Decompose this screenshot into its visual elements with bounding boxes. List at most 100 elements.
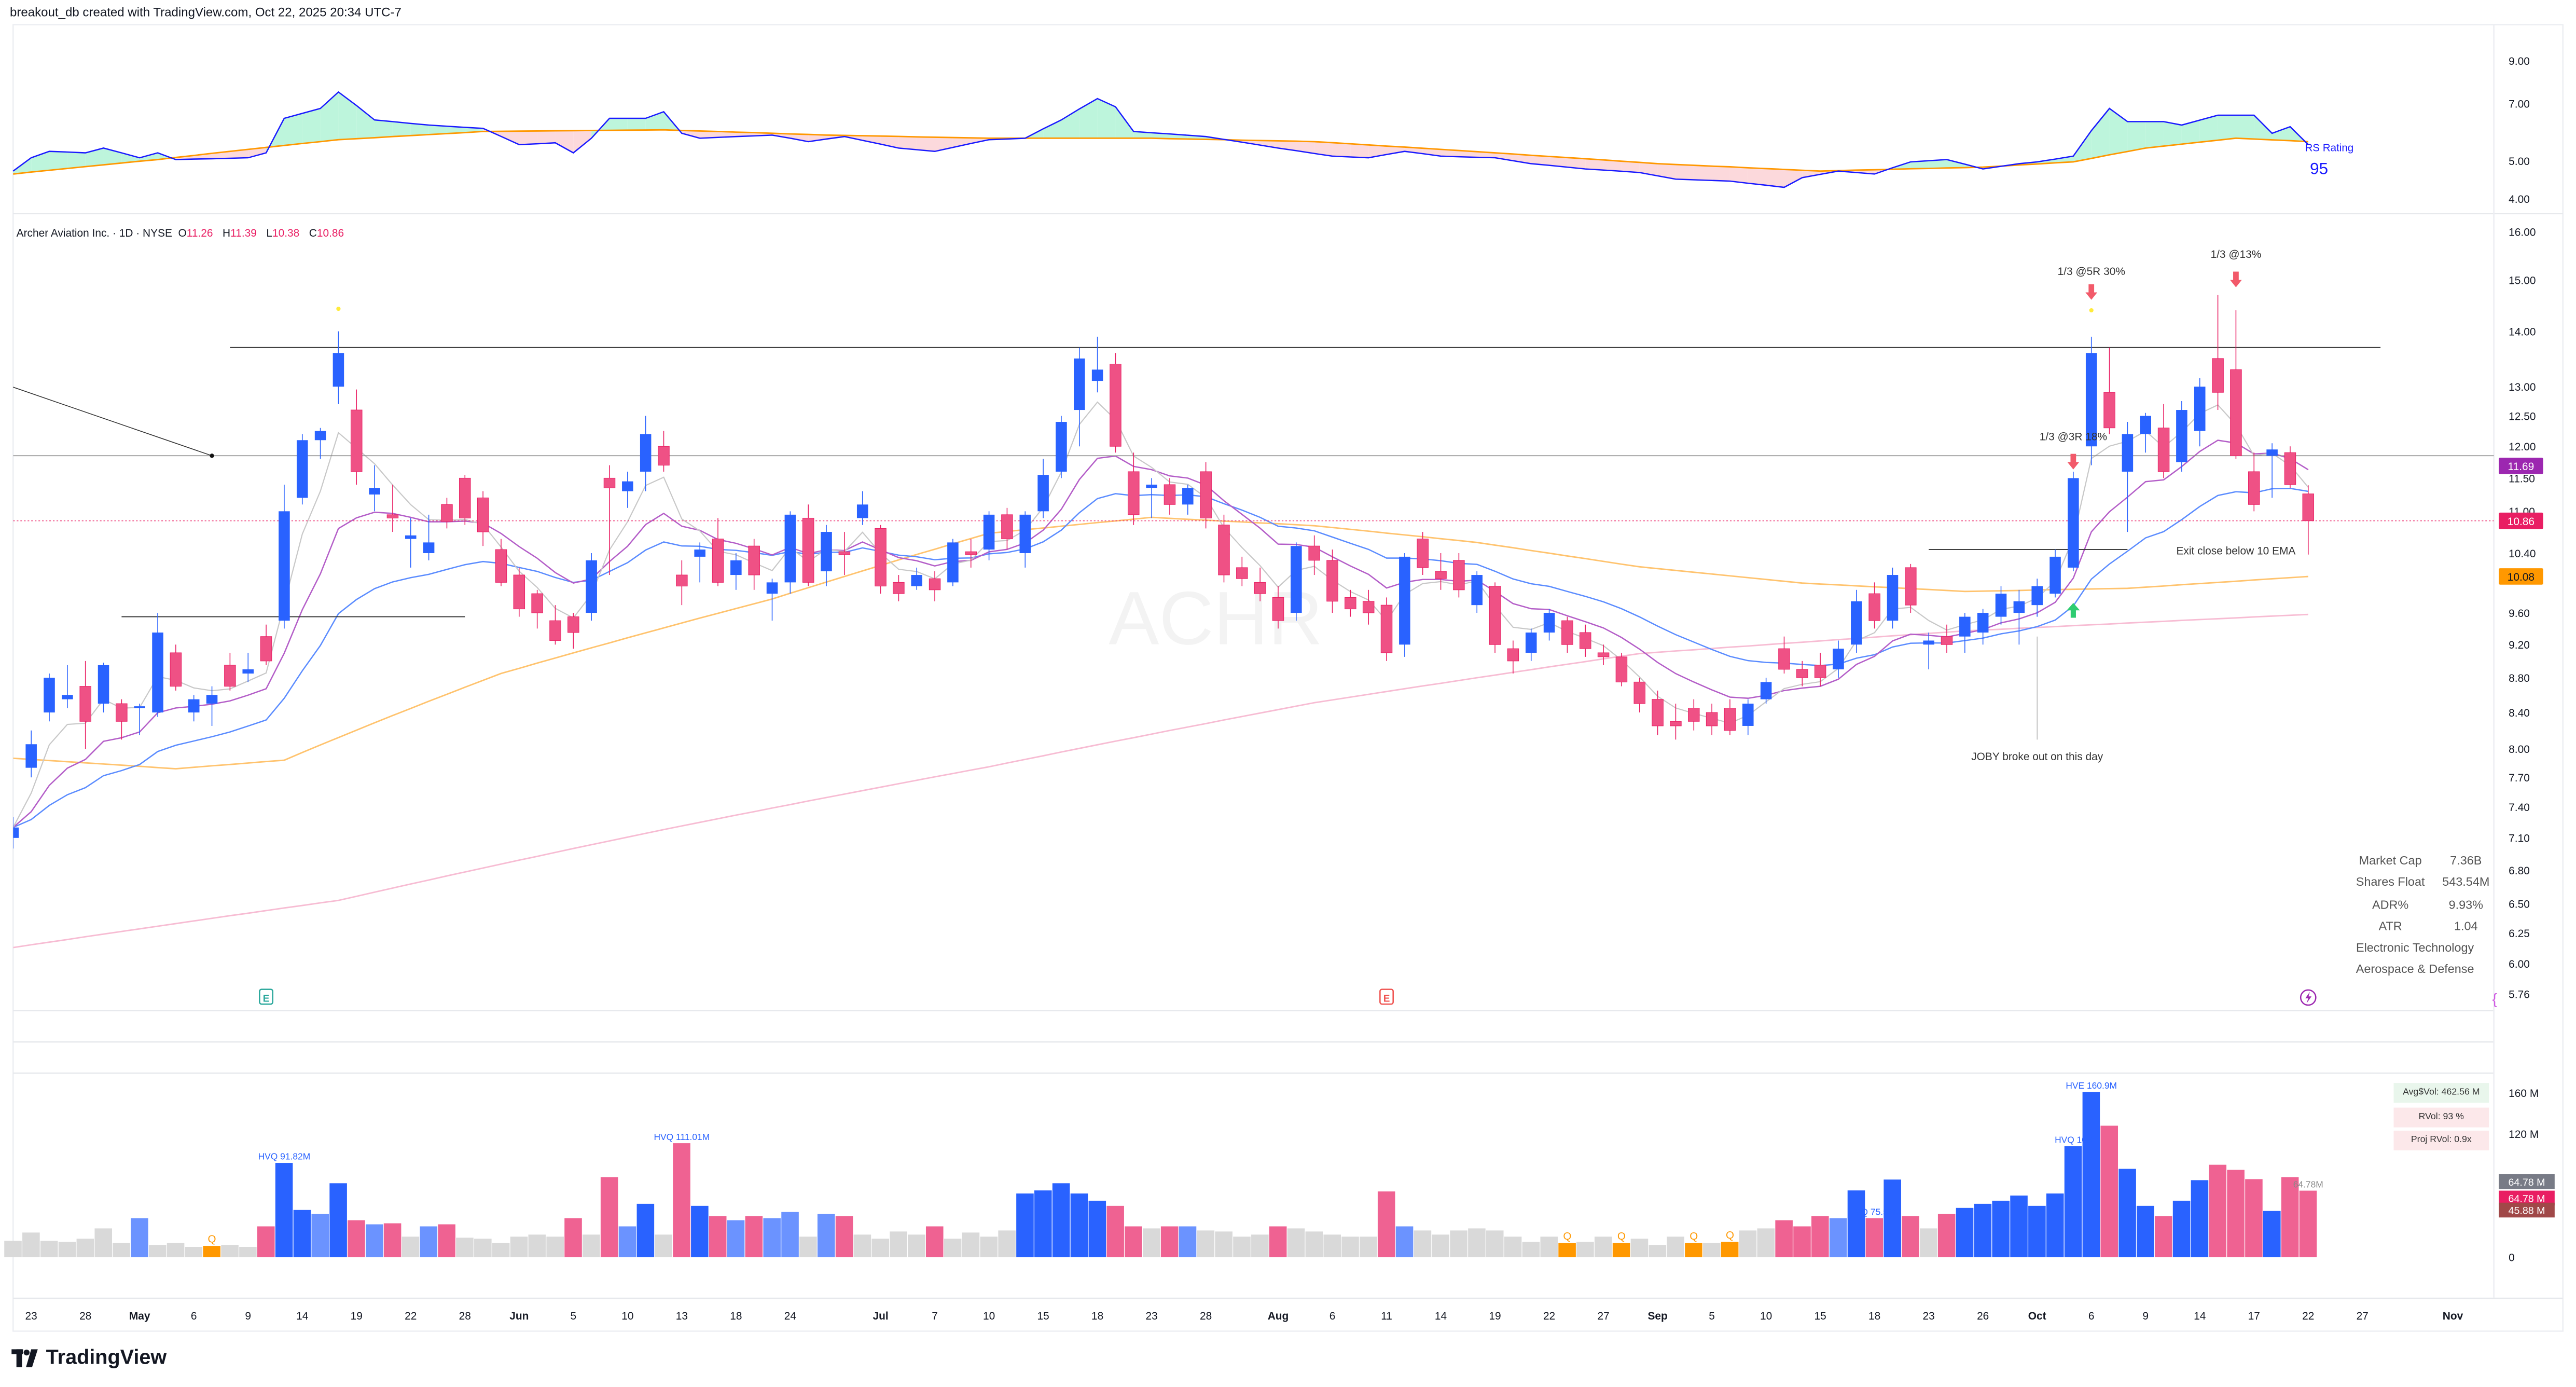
volume-bar[interactable] [1829, 1218, 1847, 1257]
volume-bar[interactable] [1865, 1218, 1883, 1257]
candle[interactable] [98, 663, 109, 713]
candle[interactable] [1200, 462, 1212, 529]
volume-bar[interactable] [1540, 1237, 1558, 1257]
candle[interactable] [1670, 704, 1682, 740]
volume-bar[interactable] [1233, 1237, 1251, 1257]
volume-bar[interactable] [2010, 1196, 2028, 1257]
volume-bar[interactable] [2028, 1205, 2046, 1257]
candle[interactable] [62, 665, 73, 708]
candle[interactable] [2103, 347, 2115, 434]
candle[interactable] [1272, 586, 1284, 629]
volume-bar[interactable] [1395, 1226, 1414, 1257]
volume-bar[interactable] [1070, 1193, 1088, 1257]
volume-bar[interactable] [655, 1234, 672, 1257]
volume-bar[interactable] [113, 1243, 130, 1257]
candle[interactable] [1380, 597, 1393, 661]
candle[interactable] [549, 605, 561, 645]
candle[interactable] [1218, 514, 1230, 583]
volume-bar[interactable] [1612, 1243, 1630, 1257]
candle[interactable] [730, 553, 742, 590]
price-pane[interactable]: 1/3 @5R 30% 1/3 @13% 1/3 @3R 18% JOBY broke… [0, 249, 2494, 949]
trendline-drawing[interactable] [0, 381, 212, 457]
volume-bar[interactable] [1811, 1216, 1829, 1257]
volume-bar[interactable] [167, 1243, 185, 1257]
volume-bar[interactable] [2227, 1170, 2245, 1257]
volume-bar[interactable] [185, 1247, 203, 1257]
volume-bar[interactable] [1558, 1243, 1576, 1257]
candle[interactable] [2176, 401, 2187, 472]
volume-bar[interactable] [1667, 1237, 1684, 1257]
candle[interactable] [1489, 582, 1501, 653]
volume-bar[interactable] [564, 1218, 582, 1257]
volume-bar[interactable] [1522, 1242, 1540, 1257]
candle[interactable] [1074, 347, 1085, 447]
candle[interactable] [1941, 624, 1953, 653]
chart-annotation[interactable]: 1/3 @5R 30% [2058, 266, 2125, 278]
candle[interactable] [134, 704, 145, 735]
volume-bar[interactable] [1323, 1234, 1341, 1257]
volume-bar[interactable] [365, 1224, 383, 1257]
volume-bar[interactable] [1197, 1230, 1215, 1257]
volume-bar[interactable] [1992, 1200, 2010, 1257]
lightning-icon[interactable] [2300, 989, 2317, 1006]
candle[interactable] [1056, 416, 1067, 478]
volume-bar[interactable] [2245, 1179, 2263, 1257]
candle[interactable] [224, 652, 236, 691]
volume-bar[interactable] [2154, 1216, 2172, 1257]
volume-bar[interactable] [528, 1234, 546, 1257]
volume-bar[interactable] [2064, 1146, 2082, 1257]
candle[interactable] [1796, 661, 1808, 686]
candle[interactable] [1615, 652, 1628, 686]
volume-bar[interactable] [763, 1218, 781, 1257]
candle[interactable] [2212, 295, 2224, 410]
candle[interactable] [1851, 589, 1862, 653]
candle[interactable] [838, 532, 851, 575]
volume-bar[interactable] [474, 1239, 492, 1257]
volume-bar[interactable] [1360, 1237, 1377, 1257]
volume-bar[interactable] [438, 1224, 455, 1257]
candle[interactable] [2194, 378, 2206, 447]
candle[interactable] [2230, 310, 2242, 459]
candle[interactable] [856, 491, 868, 525]
candle[interactable] [875, 525, 887, 594]
candle[interactable] [622, 471, 633, 508]
volume-bar[interactable] [583, 1234, 600, 1257]
volume-bar[interactable] [1251, 1234, 1269, 1257]
candle[interactable] [1164, 478, 1176, 515]
volume-bar[interactable] [1143, 1228, 1160, 1257]
volume-bar[interactable] [275, 1163, 293, 1257]
volume-bar[interactable] [148, 1245, 167, 1257]
volume-bar[interactable] [1630, 1239, 1649, 1257]
volume-bar[interactable] [980, 1237, 998, 1257]
candle[interactable] [2302, 485, 2315, 555]
candle[interactable] [188, 695, 200, 722]
earnings-marker[interactable]: E [259, 988, 274, 1005]
volume-bar[interactable] [1974, 1203, 1992, 1257]
volume-bar[interactable] [1739, 1230, 1757, 1257]
volume-bar[interactable] [383, 1223, 401, 1257]
earnings-marker[interactable]: E [1379, 988, 1394, 1005]
candle[interactable] [1977, 609, 1989, 645]
volume-bar[interactable] [58, 1242, 76, 1257]
chart-annotation[interactable]: Exit close below 10 EMA [2176, 545, 2295, 557]
candle[interactable] [79, 661, 91, 749]
chart-annotation[interactable]: JOBY broke out on this day [1971, 751, 2103, 763]
candle[interactable] [1742, 699, 1754, 735]
volume-bar[interactable] [492, 1243, 510, 1257]
candle[interactable] [1362, 589, 1375, 625]
candle[interactable] [640, 416, 652, 491]
candle[interactable] [1633, 678, 1646, 713]
volume-bar[interactable] [871, 1239, 890, 1257]
candle[interactable] [2140, 413, 2152, 453]
volume-bar[interactable] [94, 1228, 112, 1257]
candle[interactable] [1417, 532, 1429, 575]
volume-bar[interactable] [1757, 1228, 1775, 1257]
candle[interactable] [386, 484, 399, 532]
candle[interactable] [821, 525, 832, 586]
candle[interactable] [1724, 699, 1736, 735]
candle[interactable] [459, 475, 471, 525]
candle[interactable] [1471, 571, 1483, 613]
volume-bar[interactable] [745, 1216, 763, 1257]
volume-bar[interactable] [817, 1214, 835, 1257]
candle[interactable] [513, 567, 525, 617]
